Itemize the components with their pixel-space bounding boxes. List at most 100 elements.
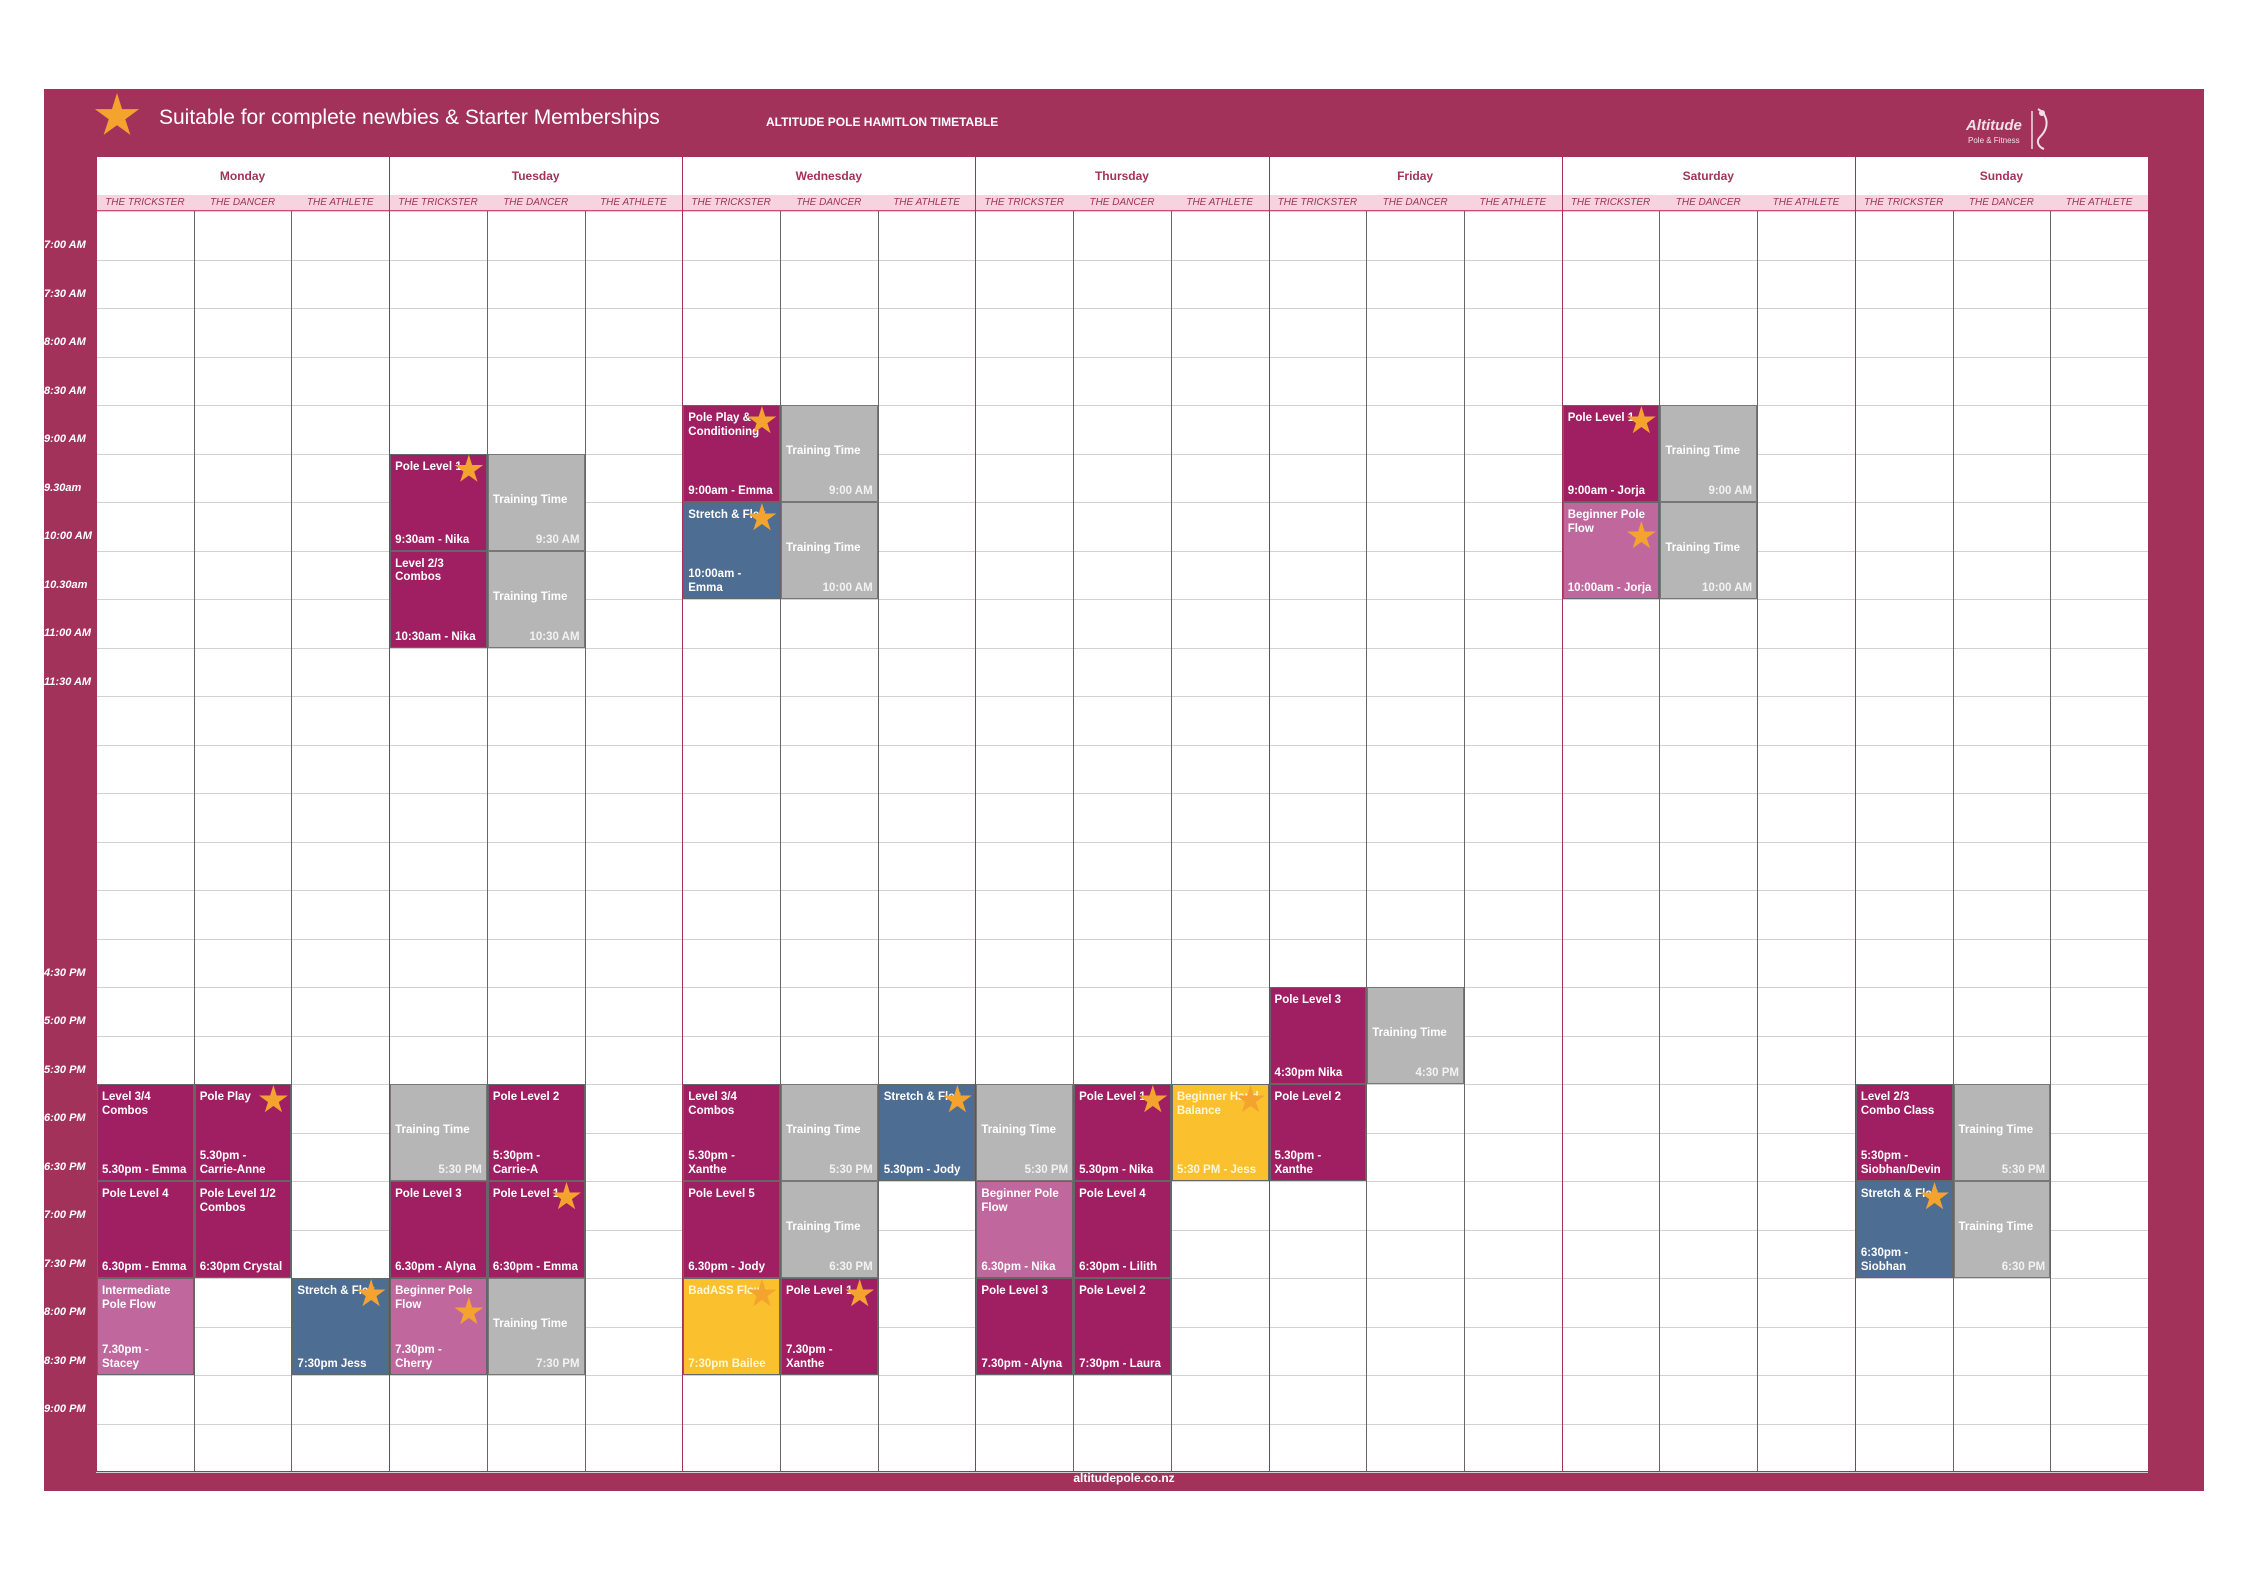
class-name: Pole Level 3 <box>1274 994 1342 1006</box>
class-block[interactable]: Level 3/4 Combos 5.30pm - Xanthe <box>683 1084 780 1181</box>
class-block[interactable]: Pole Play 5.30pm - Carrie-Anne <box>194 1084 292 1181</box>
class-block[interactable]: Level 2/3 Combo Class 5:30pm - Siobhan/De… <box>1855 1084 1953 1181</box>
day-divider <box>975 157 977 1471</box>
class-block[interactable]: Level 3/4 Combos 5.30pm - Emma <box>97 1084 194 1181</box>
day-header-monday: Monday <box>219 169 266 183</box>
class-name: Training Time <box>785 1221 861 1234</box>
class-block[interactable]: Training Time 5:30 PM <box>1953 1084 2051 1181</box>
class-name: Pole Level 2 <box>1079 1285 1146 1297</box>
class-block[interactable]: Training Time 10:00 AM <box>780 502 878 599</box>
class-block[interactable]: Pole Level 1 5.30pm - Nika <box>1074 1084 1171 1181</box>
class-block[interactable]: Beginner Hand Balance 5:30 PM - Jess <box>1171 1084 1269 1181</box>
class-block[interactable]: Intermediate Pole Flow 7.30pm - Stacey <box>97 1278 194 1375</box>
class-time: 7.30pm - Cherry <box>395 1344 442 1371</box>
room-header: THE ATHLETE <box>1479 197 1547 208</box>
class-block[interactable]: Training Time 9:30 AM <box>487 453 585 551</box>
class-name: Training Time <box>492 590 568 603</box>
room-divider <box>2050 211 2052 1471</box>
class-block[interactable]: Pole Level 3 4:30pm Nika <box>1269 987 1367 1084</box>
room-header: THE ATHLETE <box>1186 197 1254 208</box>
class-block[interactable]: Pole Level 3 7.30pm - Alyna <box>976 1278 1074 1375</box>
class-block[interactable]: Training Time 6:30 PM <box>780 1181 878 1278</box>
class-time: 7:30pm - Laura <box>1079 1358 1161 1371</box>
room-divider <box>1757 211 1759 1471</box>
class-block[interactable]: Pole Level 5 6.30pm - Jody <box>683 1181 780 1278</box>
class-block[interactable]: Training Time 10:30 AM <box>487 550 585 648</box>
grid-row-line <box>96 1375 2148 1376</box>
grid-row-line <box>96 1035 2148 1037</box>
class-block[interactable]: Training Time 10:00 AM <box>1660 502 1758 599</box>
class-time: 9:00am - Emma <box>688 485 773 498</box>
class-block[interactable]: Training Time 6:30 PM <box>1953 1181 2051 1278</box>
class-block[interactable]: Beginner Pole Flow 10:00am - Jorja <box>1562 502 1660 599</box>
class-name: Level 3/4 Combos <box>688 1091 737 1117</box>
class-block[interactable]: Stretch & Flex 7:30pm Jess <box>292 1278 390 1375</box>
time-label: 10:00 AM <box>44 530 92 542</box>
class-block[interactable]: Pole Level 1 9:00am - Jorja <box>1562 405 1660 502</box>
room-header: THE TRICKSTER <box>691 197 771 208</box>
class-time: 5:30pm - Siobhan/Devin <box>1860 1150 1941 1177</box>
class-block[interactable]: Beginner Pole Flow 6.30pm - Nika <box>976 1181 1074 1278</box>
room-header: THE TRICKSTER <box>1570 197 1651 208</box>
time-label: 8:00 AM <box>44 336 86 348</box>
footer-url[interactable]: altitudepole.co.nz <box>1073 1471 1175 1485</box>
class-block[interactable]: Pole Level 2 5:30pm - Carrie-A <box>487 1084 585 1181</box>
class-name: Training Time <box>981 1124 1056 1137</box>
class-name: Beginner Pole Flow <box>395 1285 473 1311</box>
class-block[interactable]: Stretch & Flex 6:30pm - Siobhan <box>1855 1181 1953 1278</box>
class-block[interactable]: Stretch & Flex 5.30pm - Jody <box>878 1084 976 1181</box>
class-block[interactable]: Pole Play & Conditioning 9:00am - Emma <box>683 405 780 502</box>
class-block[interactable]: Pole Level 4 6:30pm - Lilith <box>1074 1181 1171 1278</box>
day-divider <box>1854 157 1856 1471</box>
class-name: Stretch & Flex <box>883 1091 962 1103</box>
class-time: 4:30 PM <box>1415 1067 1459 1080</box>
room-header: THE DANCER <box>1382 197 1448 208</box>
class-block[interactable]: Pole Level 4 6.30pm - Emma <box>97 1181 194 1278</box>
time-label: 8:00 PM <box>44 1306 86 1318</box>
class-name: Pole Level 1 <box>1567 412 1635 424</box>
class-block[interactable]: Pole Level 1 7.30pm - Xanthe <box>780 1278 878 1375</box>
class-time: 5:30 PM <box>1024 1164 1069 1177</box>
class-block[interactable]: Training Time 5:30 PM <box>780 1084 878 1181</box>
legend-text: Suitable for complete newbies & Starter … <box>159 106 660 129</box>
class-block[interactable]: Pole Level 1 6:30pm - Emma <box>487 1181 585 1278</box>
class-block[interactable]: Training Time 5:30 PM <box>976 1084 1074 1181</box>
class-time: 7.30pm - Xanthe <box>785 1344 833 1371</box>
class-block[interactable]: Training Time 9:00 AM <box>780 405 878 502</box>
day-header-thursday: Thursday <box>1094 169 1149 183</box>
class-block[interactable]: Training Time 9:00 AM <box>1660 405 1758 502</box>
class-name: Pole Level 4 <box>1079 1188 1146 1200</box>
room-header: THE TRICKSTER <box>1863 197 1944 208</box>
timetable-frame: Suitable for complete newbies & Starter … <box>44 89 2204 1491</box>
class-block[interactable]: Training Time 5:30 PM <box>390 1084 487 1181</box>
class-time: 10:00am - Emma <box>688 568 742 595</box>
class-block[interactable]: Stretch & Flex 10:00am - Emma <box>683 502 780 599</box>
room-header: THE DANCER <box>1675 197 1741 208</box>
class-time: 6:30 PM <box>829 1261 873 1274</box>
room-divider <box>584 211 586 1471</box>
logo-subtitle: Pole & Fitness <box>1968 136 2020 145</box>
class-name: Beginner Pole Flow <box>1567 509 1646 535</box>
class-name: Training Time <box>1665 542 1740 555</box>
room-header: THE ATHLETE <box>893 197 960 208</box>
class-name: Pole Level 1 <box>1079 1091 1146 1103</box>
class-time: 5:30pm - Carrie-A <box>492 1150 541 1177</box>
class-block[interactable]: Level 2/3 Combos 10:30am - Nika <box>390 550 487 648</box>
class-name: Intermediate Pole Flow <box>102 1285 171 1311</box>
time-label: 5:00 PM <box>44 1015 86 1027</box>
day-header-wednesday: Wednesday <box>795 169 863 183</box>
class-block[interactable]: Beginner Pole Flow 7.30pm - Cherry <box>390 1278 487 1375</box>
class-block[interactable]: Training Time 4:30 PM <box>1367 987 1464 1084</box>
class-block[interactable]: Pole Level 3 6.30pm - Alyna <box>390 1181 487 1278</box>
class-time: 5.30pm - Carrie-Anne <box>199 1150 266 1177</box>
class-block[interactable]: Pole Level 2 5.30pm - Xanthe <box>1269 1084 1367 1181</box>
class-block[interactable]: BadASS Flow 7:30pm Bailee <box>683 1278 780 1375</box>
class-block[interactable]: Pole Level 1 9:30am - Nika <box>390 453 487 551</box>
class-block[interactable]: Pole Level 2 7:30pm - Laura <box>1074 1278 1171 1375</box>
time-label: 11:00 AM <box>44 627 92 639</box>
class-block[interactable]: Pole Level 1/2 Combos 6:30pm Crystal <box>194 1181 292 1278</box>
day-divider <box>96 157 97 1471</box>
class-name: Stretch & Flex <box>297 1285 375 1297</box>
class-block[interactable]: Training Time 7:30 PM <box>487 1278 585 1375</box>
grid-row-line <box>96 744 2148 746</box>
